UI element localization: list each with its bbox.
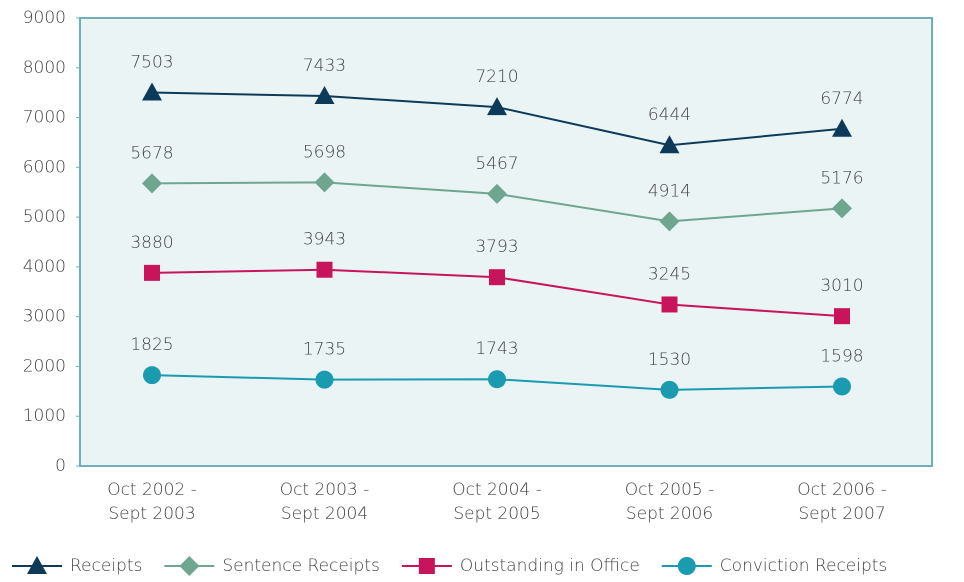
legend-marker xyxy=(418,558,435,574)
data-label: 6444 xyxy=(648,105,691,125)
point xyxy=(315,370,334,389)
y-tick-label: 8000 xyxy=(23,58,66,78)
x-tick-label: Oct 2005 - Sept 2006 xyxy=(624,480,715,524)
x-tick-label: Oct 2003 - Sept 2004 xyxy=(279,480,370,524)
data-label: 3245 xyxy=(648,264,691,284)
data-label: 5467 xyxy=(475,154,518,174)
point xyxy=(487,97,507,116)
point xyxy=(488,370,506,389)
data-label: 4914 xyxy=(648,181,691,201)
point xyxy=(659,135,680,154)
point xyxy=(487,183,507,204)
x-tick-label: Oct 2006 - Sept 2007 xyxy=(797,480,887,524)
y-tick-label: 6000 xyxy=(23,157,66,177)
point xyxy=(832,198,852,219)
legend-label: Outstanding in Office xyxy=(460,556,640,576)
legend-label: Sentence Receipts xyxy=(222,556,379,576)
x-tick-label: Oct 2004 - Sept 2005 xyxy=(452,480,542,524)
point xyxy=(834,308,850,325)
x-tick-label: Oct 2002 - Sept 2003 xyxy=(107,480,197,524)
data-label: 3880 xyxy=(130,233,173,253)
point xyxy=(660,380,679,399)
point xyxy=(661,296,678,313)
data-label: 7210 xyxy=(475,67,518,87)
data-label: 1598 xyxy=(820,346,863,366)
point xyxy=(659,211,680,232)
point xyxy=(833,377,851,396)
data-label: 1743 xyxy=(475,339,518,359)
data-label: 1825 xyxy=(130,335,173,355)
point xyxy=(143,366,161,385)
legend-marker xyxy=(27,556,47,574)
point xyxy=(142,173,162,194)
data-label: 5678 xyxy=(130,143,173,163)
data-label: 5176 xyxy=(820,168,863,188)
y-tick-label: 3000 xyxy=(23,307,66,327)
y-tick-label: 1000 xyxy=(23,406,66,426)
y-tick-label: 4000 xyxy=(23,257,66,277)
y-tick-label: 5000 xyxy=(23,207,66,227)
legend-marker xyxy=(179,556,200,576)
data-label: 1530 xyxy=(648,350,691,370)
legend-label: Conviction Receipts xyxy=(720,556,888,576)
data-label: 1735 xyxy=(303,340,346,360)
y-tick-label: 7000 xyxy=(23,108,66,128)
y-tick-label: 2000 xyxy=(23,356,66,376)
data-label: 7503 xyxy=(130,53,173,73)
data-label: 3943 xyxy=(303,230,346,250)
point xyxy=(314,172,335,193)
point xyxy=(142,82,162,101)
data-label: 6774 xyxy=(820,89,863,109)
point xyxy=(832,118,852,137)
point xyxy=(489,269,505,286)
point xyxy=(316,261,333,278)
plot-area xyxy=(79,17,933,467)
legend-marker xyxy=(677,557,696,575)
legend-label: Receipts xyxy=(70,556,142,576)
y-tick-label: 0 xyxy=(55,456,66,476)
data-label: 5698 xyxy=(303,142,346,162)
data-label: 3010 xyxy=(820,276,863,296)
data-label: 3793 xyxy=(475,237,518,257)
point xyxy=(144,264,160,281)
y-tick-label: 9000 xyxy=(23,8,66,28)
data-label: 7433 xyxy=(303,56,346,76)
point xyxy=(314,86,335,105)
